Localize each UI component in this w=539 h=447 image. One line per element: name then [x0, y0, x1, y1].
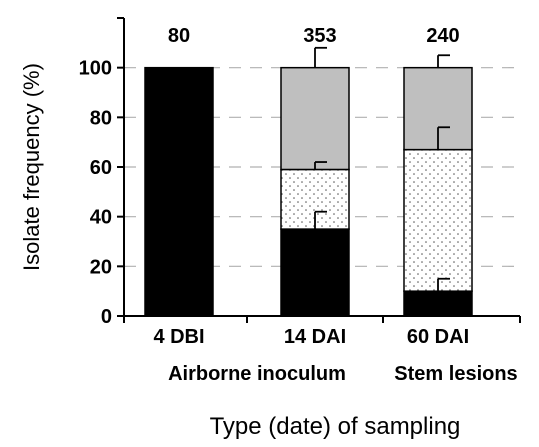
sample-size-label-0: 80 — [168, 25, 190, 47]
x-tick-label-0: 4 DBI — [153, 326, 204, 348]
y-tick-label-20: 20 — [90, 256, 112, 278]
x-tick-label-2: 60 DAI — [407, 326, 469, 348]
y-tick-label-100: 100 — [79, 58, 112, 80]
axes: 0 20 40 60 80 100 — [79, 17, 521, 328]
sample-size-label-1: 353 — [303, 25, 336, 47]
labels: 4 DBI 14 DAI 60 DAI 80 353 240 Airborne inocul… — [19, 25, 518, 440]
y-tick-label-0: 0 — [101, 306, 112, 328]
group-label-stem: Stem lesions — [394, 363, 517, 385]
bar-segment-1-2 — [280, 66, 350, 171]
group-label-airborne: Airborne inoculum — [168, 363, 346, 385]
error-bars — [314, 46, 450, 292]
x-tick-label-1: 14 DAI — [284, 326, 346, 348]
bar-segment-1-0 — [280, 228, 350, 317]
bar-segment-0-0 — [144, 66, 214, 317]
x-axis-title: Type (date) of sampling — [210, 413, 461, 440]
sample-size-label-2: 240 — [426, 25, 459, 47]
bar-segment-2-1 — [403, 148, 473, 292]
y-tick-label-40: 40 — [90, 207, 112, 229]
y-tick-label-60: 60 — [90, 157, 112, 179]
y-tick-label-80: 80 — [90, 107, 112, 129]
bars — [144, 66, 473, 317]
y-axis-title: Isolate frequency (%) — [19, 63, 44, 271]
bar-segment-2-0 — [403, 290, 473, 317]
